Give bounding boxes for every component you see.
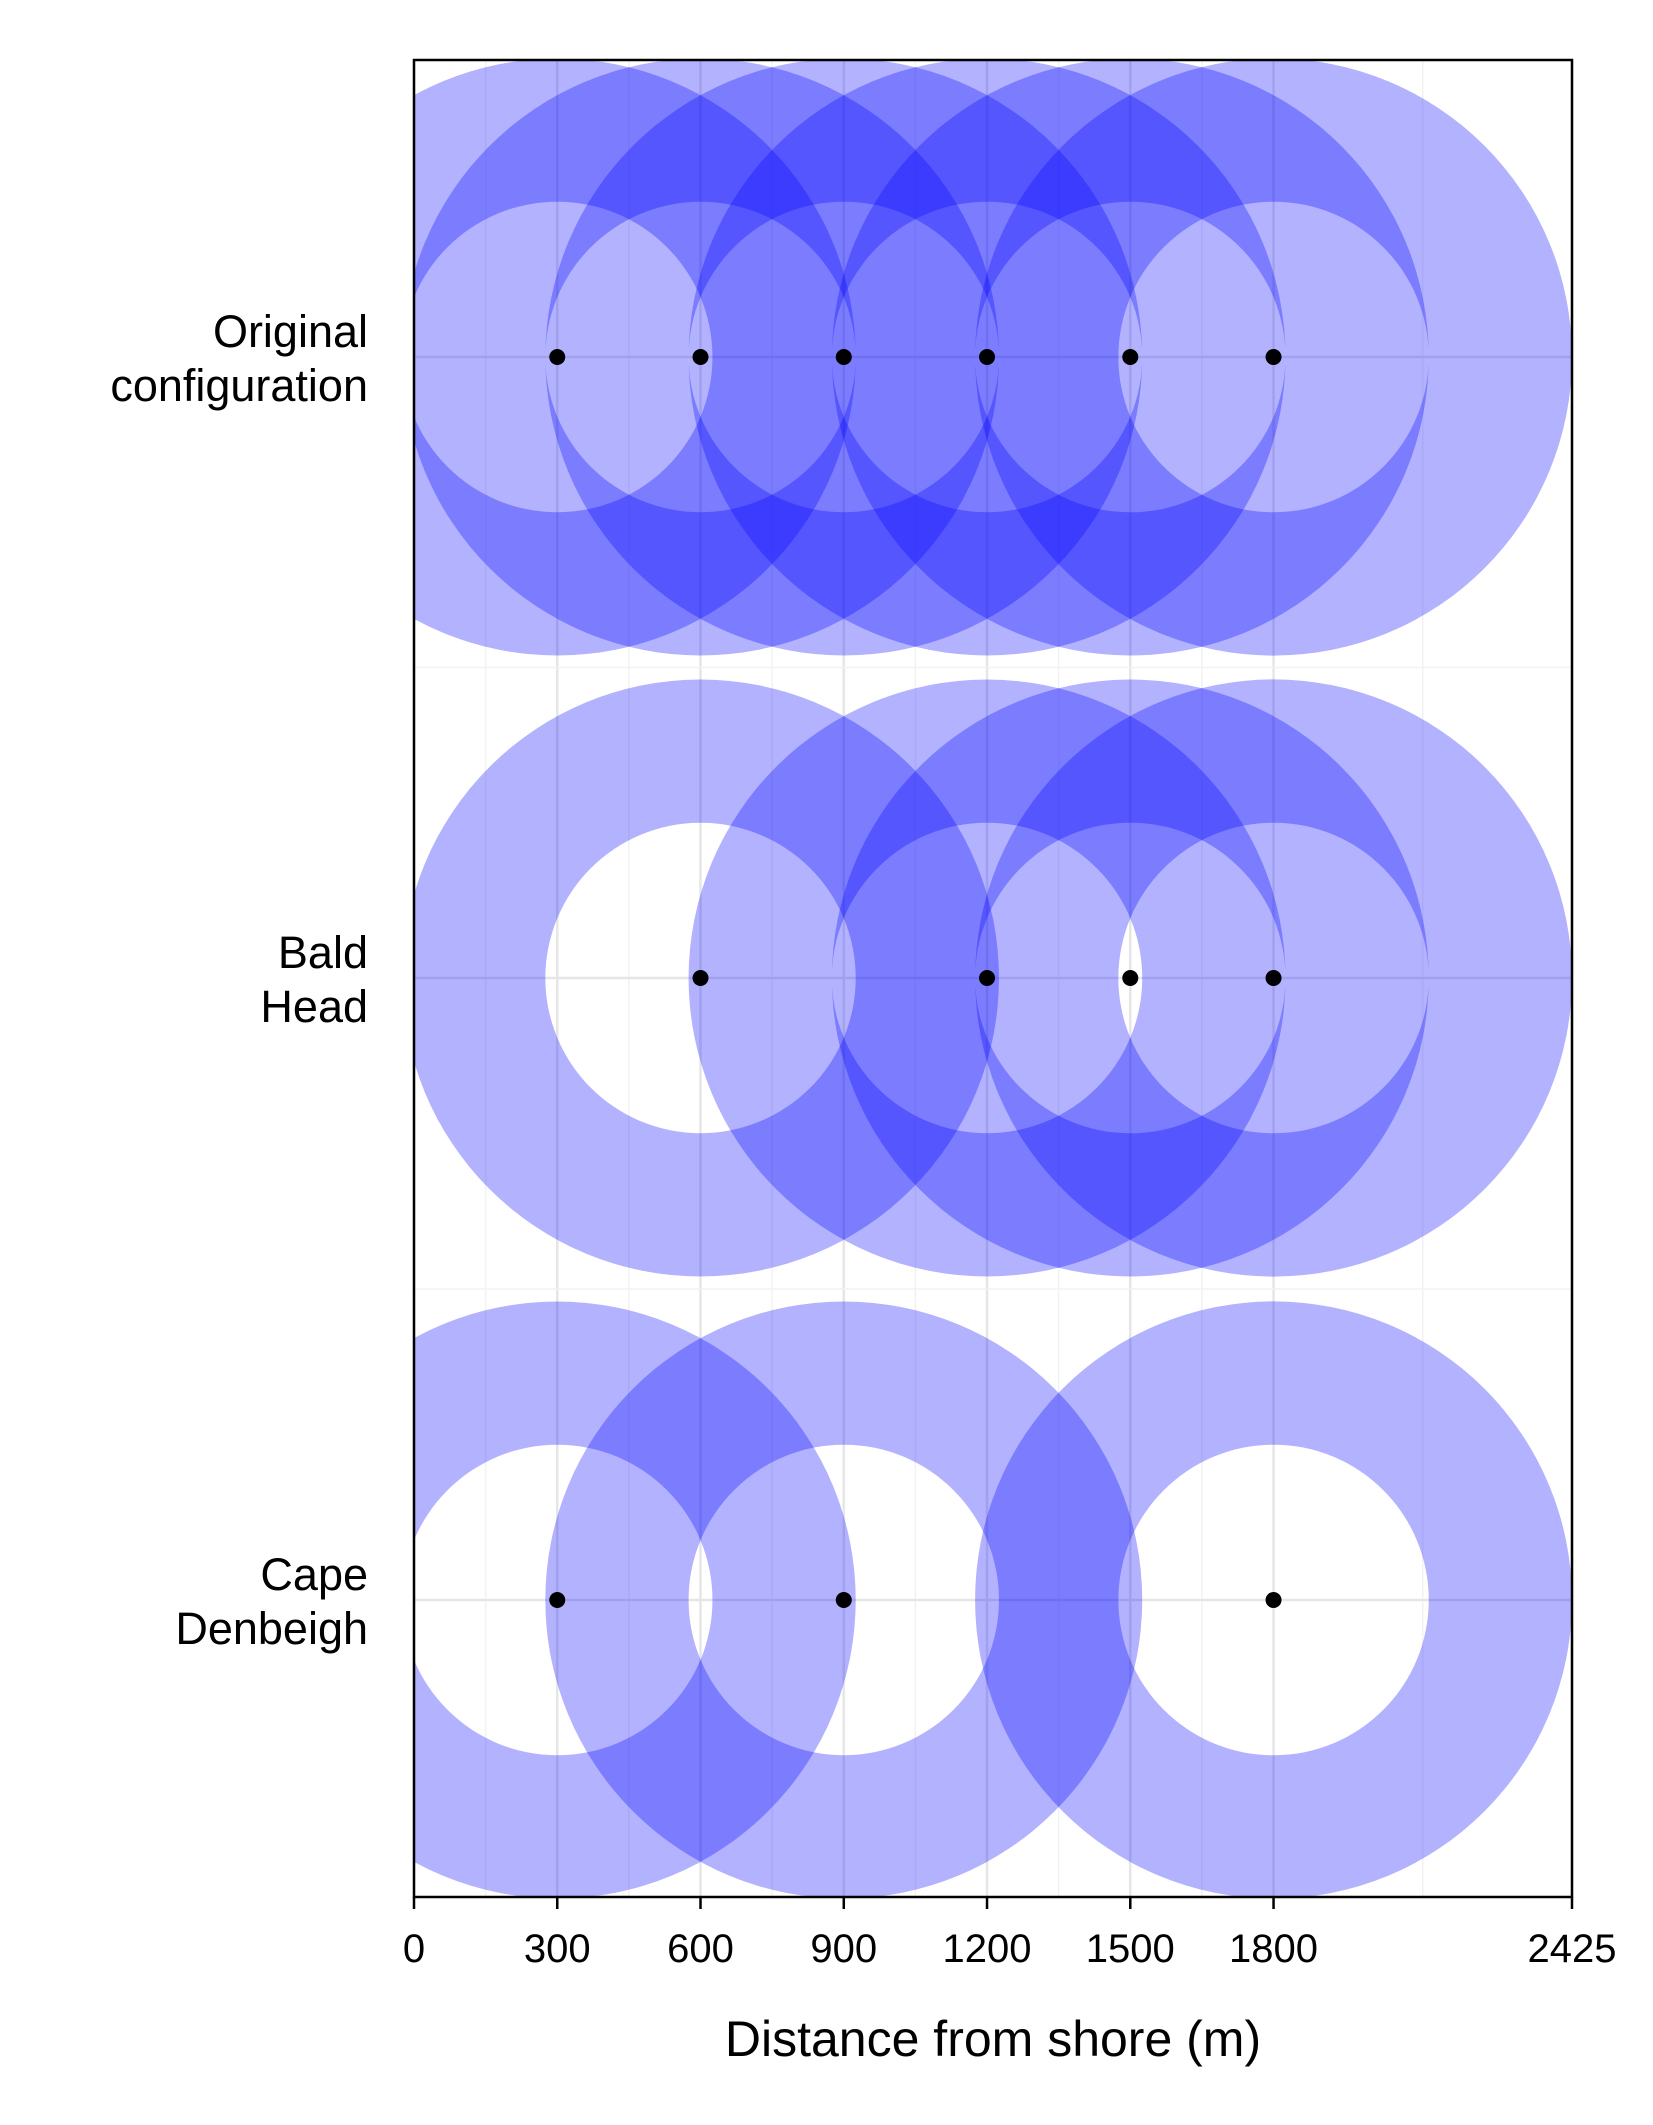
x-tick-label: 1200: [943, 1927, 1032, 1971]
detection-ring: [414, 1300, 856, 1897]
detection-ring: [545, 1301, 1143, 1897]
y-tick-label: Cape Denbeigh: [175, 1549, 368, 1654]
detection-ring: [414, 60, 856, 657]
detection-ring: [831, 60, 1429, 657]
point-layer: [549, 349, 1282, 1608]
y-tick-label: Bald Head: [260, 927, 368, 1032]
x-tick-label: 900: [810, 1927, 877, 1971]
data-point: [979, 970, 996, 986]
x-tick-label: 2425: [1528, 1927, 1617, 1971]
data-point: [692, 349, 709, 365]
label-layer: 0 300 600 900 1200 1500 1800 2425 Original config…: [110, 306, 1616, 2067]
data-point: [1265, 349, 1282, 365]
axes-layer: [412, 58, 1574, 1909]
x-tick-label: 1800: [1229, 1927, 1318, 1971]
detection-ring: [545, 60, 1143, 656]
x-tick-label: 600: [667, 1927, 734, 1971]
detection-ring: [831, 679, 1429, 1277]
x-tick-label: 300: [524, 1927, 591, 1971]
detection-ring: [688, 679, 1286, 1277]
data-point: [549, 1592, 566, 1608]
data-point: [549, 349, 566, 365]
x-tick-label: 1500: [1086, 1927, 1175, 1971]
detection-ring: [688, 60, 1286, 656]
detection-ring: [975, 1300, 1572, 1897]
x-tick-label: 0: [403, 1927, 425, 1971]
data-point: [835, 349, 852, 365]
detection-ring: [975, 60, 1572, 657]
data-point: [692, 970, 709, 986]
detection-ring: [975, 679, 1572, 1277]
y-tick-label: Original configuration: [110, 306, 368, 411]
data-point: [835, 1592, 852, 1608]
x-axis-title: Distance from shore (m): [725, 2011, 1261, 2067]
data-point: [1122, 970, 1139, 986]
data-point: [1265, 1592, 1282, 1608]
plot-border: [412, 58, 1574, 1899]
detection-ring: [414, 60, 999, 657]
data-point: [1265, 970, 1282, 986]
ring-layer: [414, 60, 1572, 1897]
data-point: [1122, 349, 1139, 365]
detection-ring: [414, 678, 999, 1278]
data-point: [979, 349, 996, 365]
